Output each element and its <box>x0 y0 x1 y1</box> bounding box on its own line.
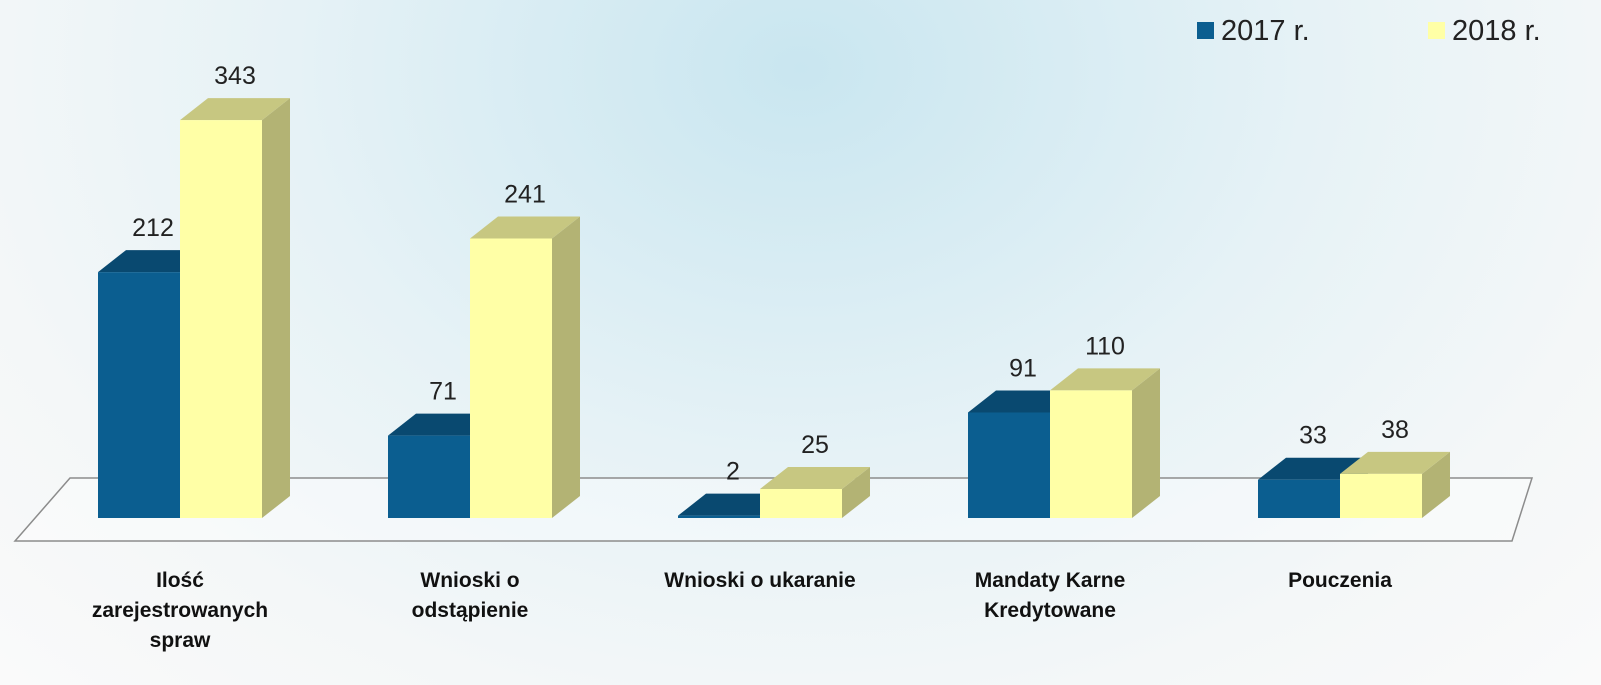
bar-front <box>760 489 842 518</box>
value-label: 110 <box>1085 332 1125 360</box>
bar-front <box>1258 479 1340 518</box>
legend-swatch <box>1428 22 1445 39</box>
bar <box>1050 368 1160 518</box>
value-label: 91 <box>1009 354 1037 382</box>
bar-side <box>262 98 290 519</box>
category-label: Mandaty Karne Kredytowane <box>974 569 1126 622</box>
bar-front <box>968 412 1050 518</box>
bar-side <box>552 216 580 518</box>
bar <box>470 216 580 518</box>
value-label: 241 <box>504 180 546 208</box>
bar-front <box>180 120 262 519</box>
bar-front <box>98 272 180 518</box>
bar-top <box>180 98 290 121</box>
bar <box>1340 451 1450 518</box>
category-label: Ilość zarejestrowanych spraw <box>91 569 269 652</box>
value-label: 212 <box>132 214 174 242</box>
legend-label: 2018 r. <box>1452 15 1541 47</box>
category-label: Wnioski o odstąpienie <box>411 569 529 622</box>
value-label: 33 <box>1299 422 1327 450</box>
value-label: 25 <box>801 431 829 459</box>
bar-top <box>470 216 580 239</box>
bar-top <box>1050 368 1160 391</box>
bar-side <box>1422 451 1450 518</box>
bar <box>760 467 870 518</box>
bar-top <box>1340 451 1450 474</box>
bar-front <box>678 515 760 518</box>
category-label: Wnioski o ukaranie <box>664 569 856 592</box>
bar-front <box>1340 473 1422 518</box>
value-label: 38 <box>1381 416 1409 444</box>
value-label: 71 <box>429 378 457 406</box>
bar-front <box>388 435 470 518</box>
value-label: 2 <box>726 458 740 486</box>
value-label: 343 <box>214 62 256 90</box>
bar-top <box>760 467 870 489</box>
bar-side <box>842 467 870 518</box>
legend-swatch <box>1197 22 1214 39</box>
bar <box>180 98 290 519</box>
bar-side <box>1132 368 1160 518</box>
legend-label: 2017 r. <box>1221 15 1310 47</box>
bar-front <box>1050 390 1132 518</box>
category-label: Pouczenia <box>1288 569 1392 592</box>
bar-front <box>470 238 552 518</box>
